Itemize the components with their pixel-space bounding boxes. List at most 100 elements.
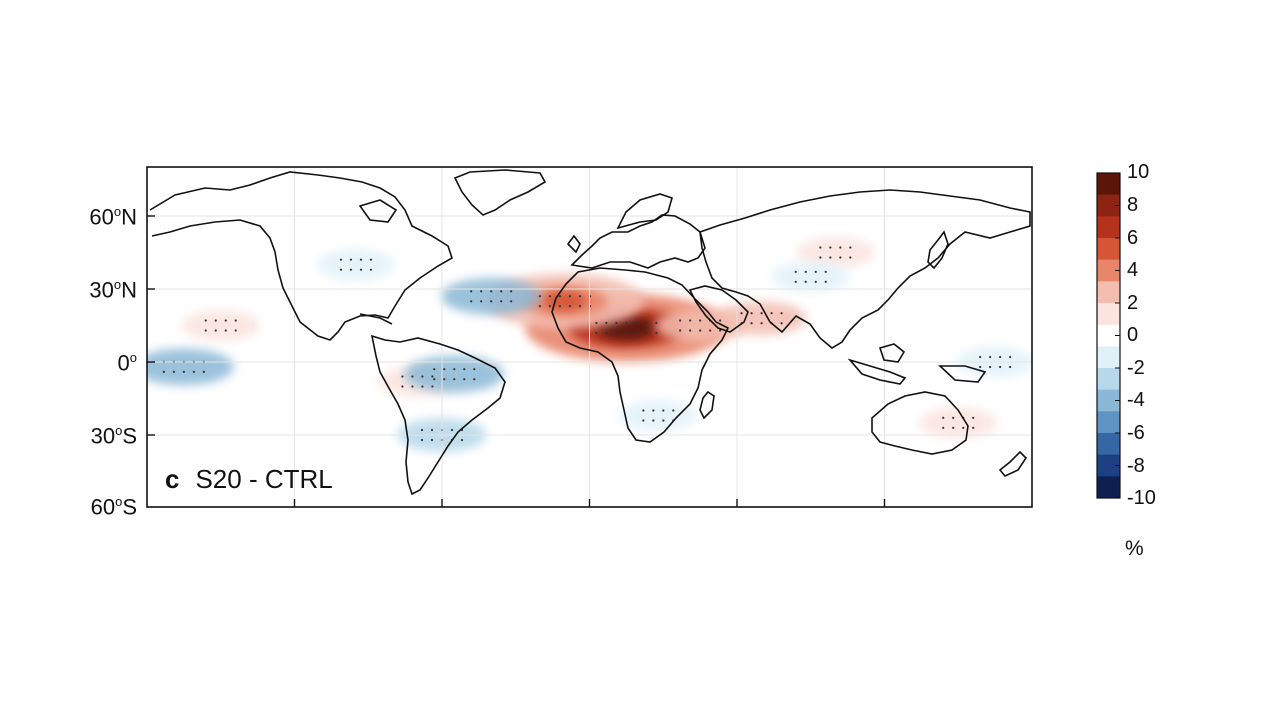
stipple-dot <box>645 321 648 325</box>
stipple-dot <box>214 319 217 322</box>
stipple-dot <box>849 256 852 259</box>
anomaly-blob <box>404 355 505 393</box>
stipple-dot <box>401 385 404 388</box>
stipple-dot <box>460 438 464 442</box>
stipple-dot <box>972 426 975 429</box>
stipple-dot <box>989 355 992 359</box>
stipple-dot <box>794 280 797 283</box>
stipple-dot <box>635 331 638 335</box>
stipple-dot <box>595 331 598 335</box>
colorbar-tick-label: -8 <box>1127 455 1145 477</box>
stipple-dot <box>430 428 434 432</box>
stipple-dot <box>972 416 975 419</box>
stipple-dot <box>510 300 513 303</box>
stipple-dot <box>202 370 205 373</box>
stipple-dot <box>804 270 807 273</box>
stipple-dot <box>431 385 434 388</box>
coast-hudson-bay <box>358 199 398 223</box>
coast-caribbean <box>359 313 393 325</box>
colorbar-swatch <box>1097 194 1120 217</box>
stipple-dot <box>339 268 343 271</box>
stipple-dot <box>538 305 542 308</box>
colorbar-swatch <box>1097 346 1120 369</box>
coast-asia <box>699 189 1031 349</box>
stipple-dot <box>652 409 655 412</box>
stipple-dot <box>645 331 648 335</box>
gridlines <box>147 167 1032 507</box>
colorbar-tick-label: 6 <box>1127 227 1139 249</box>
coast-indonesia <box>847 358 907 385</box>
stipple-dot <box>979 365 982 369</box>
lat-label-equator: 0o <box>117 350 137 376</box>
stipple-dot <box>433 368 436 371</box>
stipple-dot <box>819 256 822 259</box>
colorbar-tick-label: 0 <box>1127 324 1139 346</box>
stipple-dot <box>433 378 436 381</box>
stipple-dot <box>538 295 542 298</box>
coast-greenland <box>453 169 547 216</box>
colorbar <box>1096 172 1121 499</box>
map-frame <box>146 166 1033 508</box>
coast-north-america <box>149 171 453 341</box>
colorbar-tick-label: -4 <box>1127 389 1145 411</box>
stipple-dot <box>578 295 582 298</box>
colorbar-swatch <box>1097 238 1120 261</box>
stipple-dot <box>214 329 217 332</box>
stipple-dot <box>750 312 753 315</box>
stipple-dot <box>480 300 483 303</box>
stipple-dot <box>652 419 655 422</box>
anomaly-field <box>147 237 1032 452</box>
stipple-dot <box>420 428 424 432</box>
stipple-dot <box>829 256 832 259</box>
colorbar-tick-label: -2 <box>1127 357 1145 379</box>
stipple-dot <box>443 378 446 381</box>
stipple-dot <box>642 409 645 412</box>
colorbar-tick-label: 10 <box>1127 161 1150 183</box>
coast-europe <box>570 214 706 269</box>
stipple-dot <box>814 270 817 273</box>
stipple-dot <box>839 246 842 249</box>
stipple-dot <box>655 321 658 325</box>
colorbar-swatch <box>1097 303 1120 326</box>
stipple-dot <box>204 329 207 332</box>
colorbar-unit: % <box>1125 537 1144 560</box>
lat-label-30n: 30oN <box>89 277 137 303</box>
stipple-dot <box>819 246 822 249</box>
stipple-dot <box>824 270 827 273</box>
stipple-dot <box>558 295 562 298</box>
stipple-dot <box>568 295 572 298</box>
stipple-dot <box>989 365 992 369</box>
colorbar-tick-label: 2 <box>1127 292 1139 314</box>
anomaly-blob <box>796 237 875 268</box>
stipple-dot <box>804 280 807 283</box>
stipple-dot <box>1009 355 1012 359</box>
stipple-dot <box>450 428 454 432</box>
stipple-dot <box>615 321 618 325</box>
stipple-dot <box>578 305 582 308</box>
stipple-dot <box>625 331 628 335</box>
stipple-dot <box>463 378 466 381</box>
stipple-dot <box>952 416 955 419</box>
stipple-dot <box>849 246 852 249</box>
stipple-dot <box>605 331 608 335</box>
anomaly-blob <box>316 249 395 280</box>
significance-stippling <box>162 246 1012 442</box>
lat-label-30s: 30oS <box>90 423 137 449</box>
stipple-dot <box>480 290 483 293</box>
stipple-dot <box>709 329 712 332</box>
stipple-dot <box>463 368 466 371</box>
stipple-dot <box>979 355 982 359</box>
anomaly-blob <box>717 301 807 336</box>
stipple-dot <box>473 368 476 371</box>
coast-australia <box>871 391 969 455</box>
colorbar-swatch <box>1097 324 1120 347</box>
stipple-dot <box>595 321 598 325</box>
stipple-dot <box>490 290 493 293</box>
stipple-dot <box>558 305 562 308</box>
stipple-dot <box>679 329 682 332</box>
stipple-dot <box>548 295 552 298</box>
stipple-dot <box>411 375 414 378</box>
stipple-dot <box>615 331 618 335</box>
stipple-dot <box>162 370 165 373</box>
